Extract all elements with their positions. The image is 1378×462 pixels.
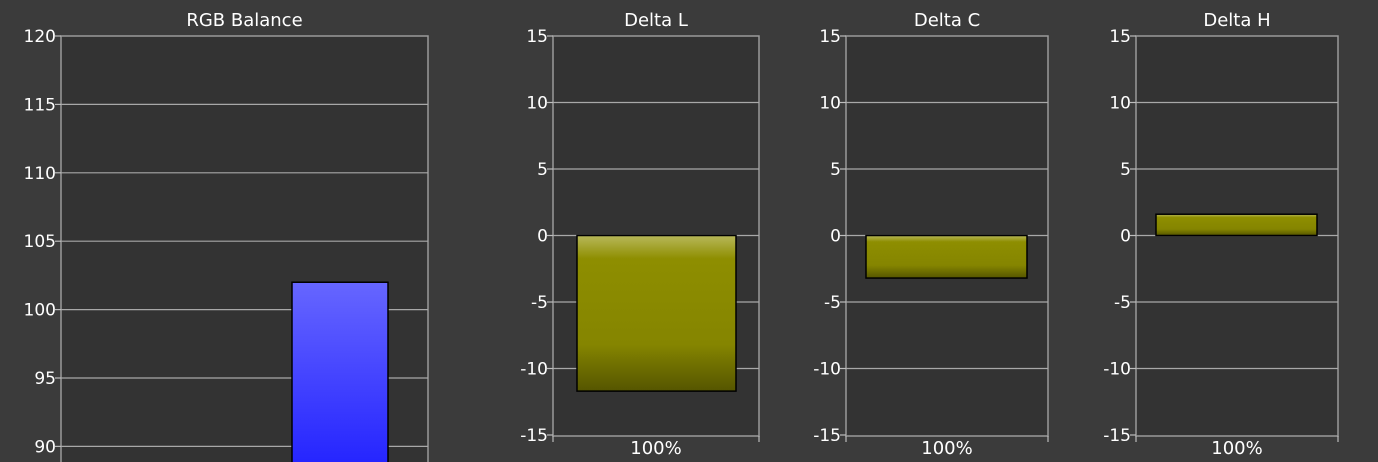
delta-c-y-tick-label: 0 [830,227,841,247]
delta-c-title: Delta C [914,10,980,31]
delta-l-bar [577,236,736,392]
delta-l-y-tick-label: -5 [531,293,548,313]
delta-c-chart: -15 -10 -5 0 5 10 15 Delta C 100% [813,10,1048,459]
delta-l-y-tick-label: 0 [537,227,548,247]
delta-c-y-tick-label: 15 [819,27,841,47]
delta-c-y-tick-label: -15 [813,426,841,446]
delta-h-y-tick-label: -15 [1103,426,1131,446]
delta-l-y-tick-label: 10 [526,94,548,114]
rgb-balance-chart: 90 95 100 105 110 115 120 RGB Balance [24,10,428,462]
delta-l-y-tick-label: 5 [537,160,548,180]
rgb-balance-y-tick-label: 95 [34,369,56,389]
rgb-balance-bar [292,282,388,462]
delta-h-y-tick-label: 15 [1109,27,1131,47]
delta-h-y-tick-label: 0 [1120,227,1131,247]
delta-h-bar [1156,214,1317,235]
delta-c-y-tick-label: 5 [830,160,841,180]
delta-c-y-tick-label: -5 [824,293,841,313]
delta-c-x-category-label: 100% [921,438,972,459]
delta-l-chart: -15 -10 -5 0 5 10 15 Delta L 100% [520,10,759,459]
delta-h-y-tick-label: 5 [1120,160,1131,180]
delta-h-title: Delta H [1203,10,1270,31]
delta-l-y-tick-label: 15 [526,27,548,47]
delta-l-y-tick-label: -15 [520,426,548,446]
delta-h-y-tick-label: -5 [1114,293,1131,313]
rgb-balance-y-tick-label: 120 [24,27,56,47]
rgb-balance-title: RGB Balance [186,10,302,31]
delta-l-title: Delta L [624,10,688,31]
rgb-balance-y-tick-label: 90 [34,437,56,457]
delta-c-y-tick-label: 10 [819,94,841,114]
delta-h-chart: -15 -10 -5 0 5 10 15 Delta H 100% [1103,10,1338,459]
delta-h-y-tick-label: -10 [1103,360,1131,380]
delta-l-x-category-label: 100% [630,438,681,459]
rgb-balance-y-tick-label: 100 [24,301,56,321]
delta-h-y-tick-label: 10 [1109,94,1131,114]
rgb-balance-y-tick-label: 115 [24,95,56,115]
delta-l-y-tick-label: -10 [520,360,548,380]
rgb-balance-y-tick-label: 105 [24,232,56,252]
delta-c-y-tick-label: -10 [813,360,841,380]
delta-h-x-category-label: 100% [1211,438,1262,459]
rgb-balance-y-tick-label: 110 [24,164,56,184]
delta-c-bar [866,236,1027,279]
